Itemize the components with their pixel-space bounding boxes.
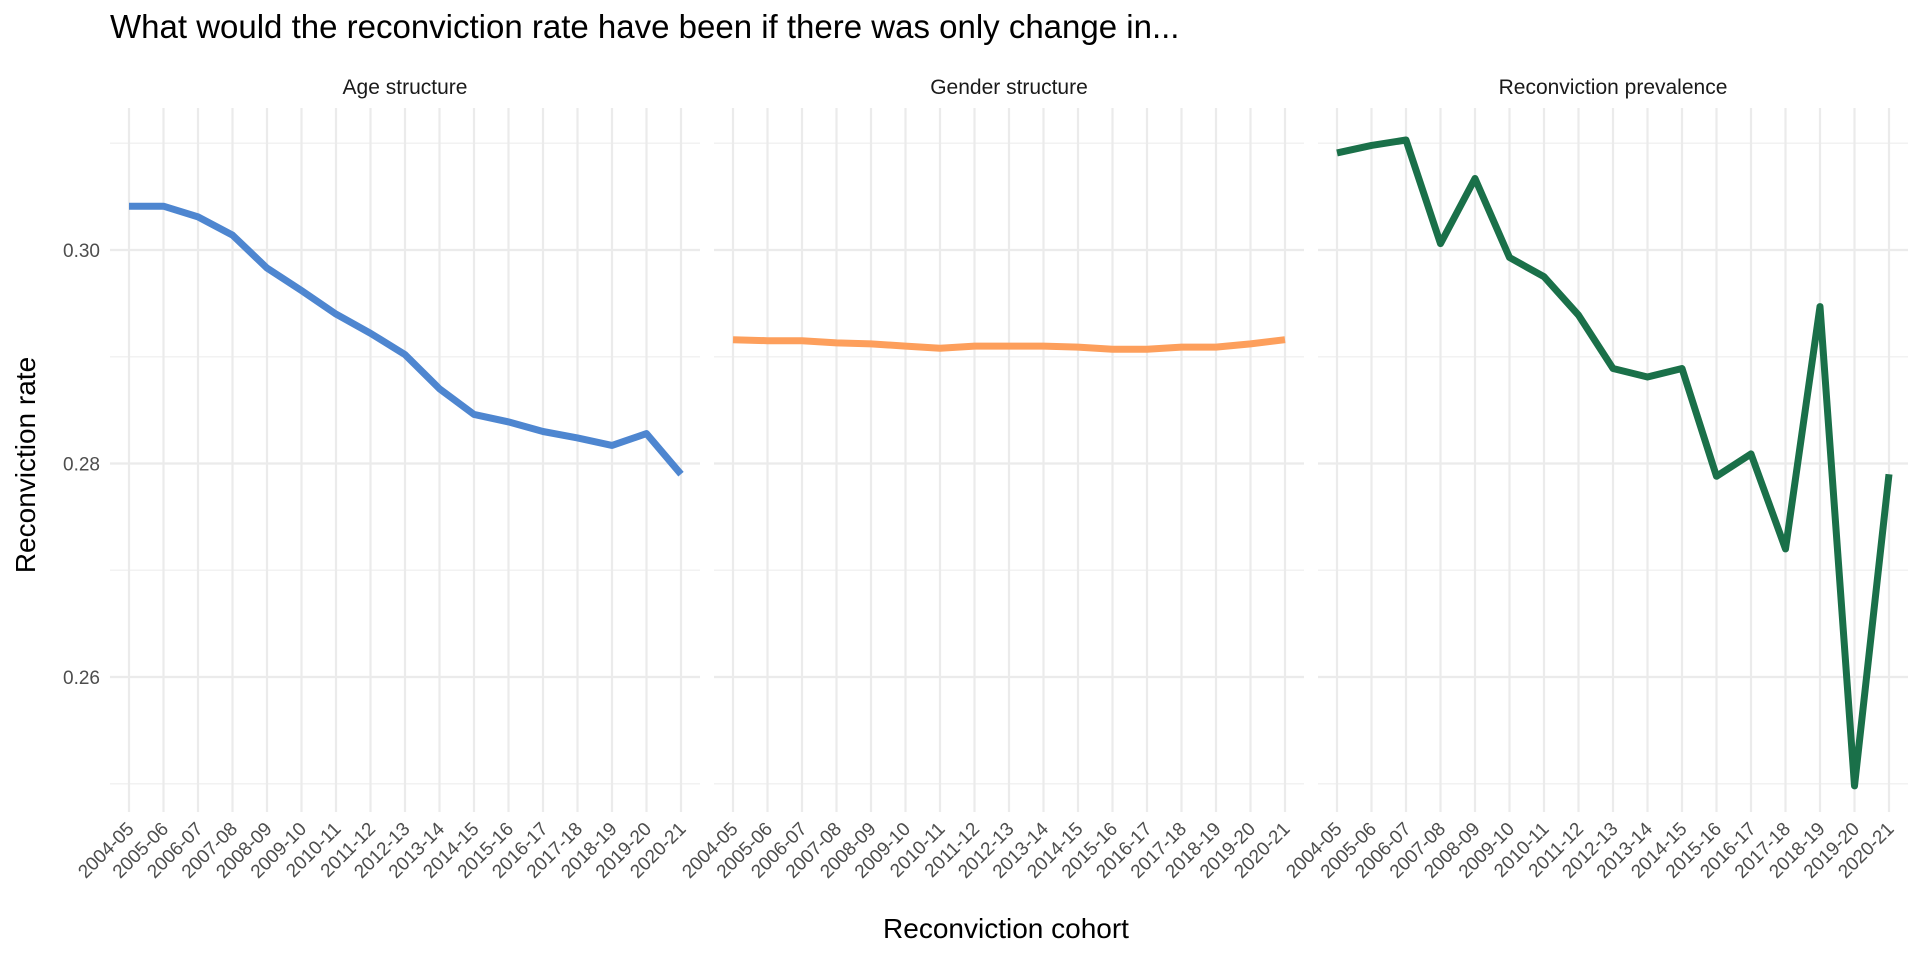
facet-panel: Gender structure2004-052005-062006-07200… <box>678 76 1304 883</box>
facet-panel: Reconviction prevalence2004-052005-06200… <box>1282 76 1908 883</box>
y-tick-label: 0.28 <box>63 455 100 476</box>
x-axis-title: Reconviction cohort <box>883 913 1129 944</box>
y-tick-label: 0.30 <box>63 241 100 262</box>
series-line <box>732 336 1286 353</box>
facet-panel: Age structure2004-052005-062006-072007-0… <box>74 76 700 883</box>
y-axis-title: Reconviction rate <box>10 357 41 573</box>
y-tick-label: 0.26 <box>63 668 100 689</box>
facet-strip-label: Age structure <box>343 76 468 99</box>
facet-strip-label: Gender structure <box>930 76 1088 99</box>
y-axis: 0.26 0.28 0.30 <box>63 241 100 689</box>
facet-panels: Age structure2004-052005-062006-072007-0… <box>74 76 1908 883</box>
facet-strip-label: Reconviction prevalence <box>1499 76 1728 99</box>
chart-title: What would the reconviction rate have be… <box>110 8 1180 45</box>
series-line <box>129 202 684 477</box>
